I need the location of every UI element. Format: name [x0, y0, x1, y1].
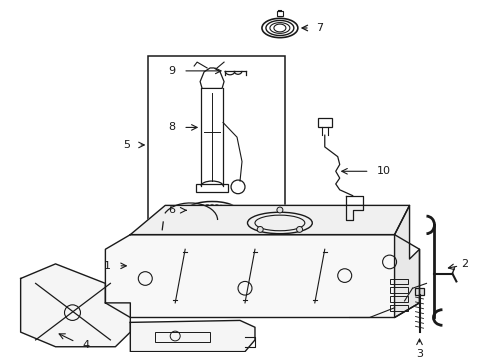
Text: 10: 10	[377, 166, 391, 176]
Bar	[390, 305, 408, 311]
Text: 9: 9	[168, 66, 175, 76]
Circle shape	[277, 207, 283, 213]
Polygon shape	[105, 235, 419, 318]
Bar	[155, 332, 210, 342]
Bar	[196, 184, 228, 192]
Polygon shape	[130, 206, 410, 235]
Text: 5: 5	[123, 140, 130, 150]
Text: 2: 2	[462, 259, 468, 269]
Text: 3: 3	[416, 349, 423, 359]
Bar	[148, 56, 285, 235]
Bar	[415, 288, 424, 295]
Bar	[390, 287, 408, 293]
Polygon shape	[394, 206, 419, 318]
Bar	[390, 296, 408, 302]
Bar	[277, 12, 283, 16]
Circle shape	[296, 226, 303, 232]
Polygon shape	[21, 264, 130, 347]
Circle shape	[257, 226, 263, 232]
Text: 8: 8	[168, 122, 175, 132]
Text: 6: 6	[168, 205, 175, 215]
Bar	[390, 279, 408, 284]
Text: 4: 4	[82, 340, 90, 350]
Bar	[318, 118, 332, 127]
Text: 7: 7	[316, 23, 323, 33]
Polygon shape	[130, 320, 255, 352]
Text: 1: 1	[103, 261, 110, 271]
